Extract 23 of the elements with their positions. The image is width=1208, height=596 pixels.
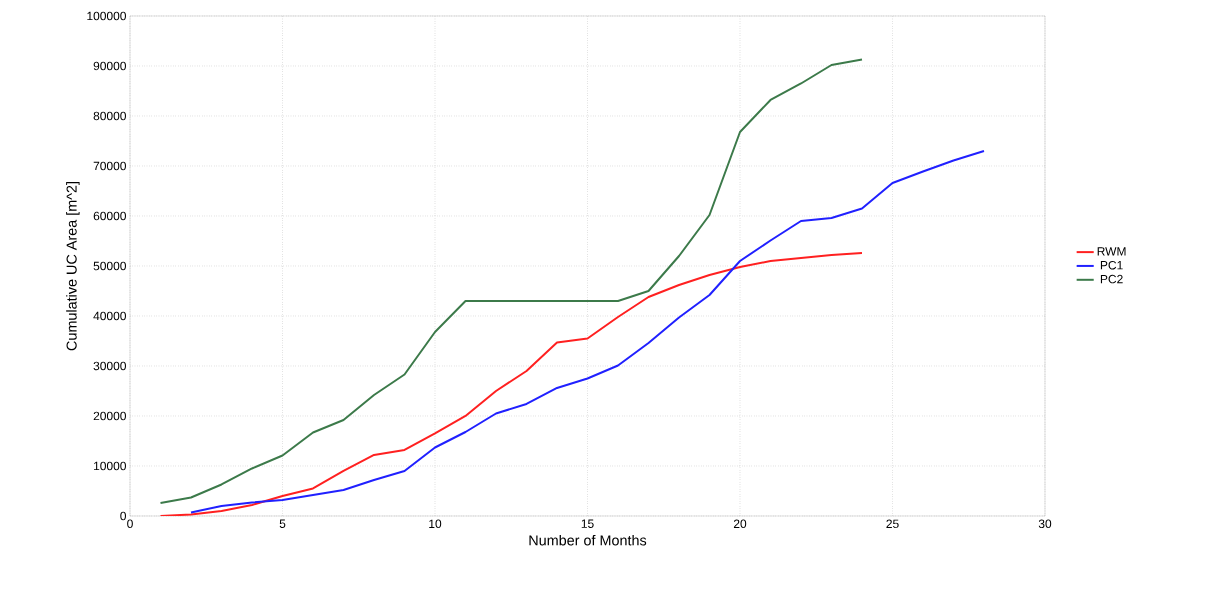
x-tick-label: 10 xyxy=(429,519,442,529)
y-tick-label: 20000 xyxy=(93,411,126,421)
y-tick-label: 90000 xyxy=(93,61,126,71)
y-axis-title: Cumulative UC Area [m^2] xyxy=(66,182,80,351)
legend-label: RWM xyxy=(1097,247,1126,256)
y-tick-label: 30000 xyxy=(93,361,126,371)
x-tick-label: 25 xyxy=(886,519,899,529)
y-tick-label: 10000 xyxy=(94,461,126,471)
y-tick-label: 60000 xyxy=(93,211,126,221)
x-tick-label: 0 xyxy=(127,519,133,529)
x-tick-label: 20 xyxy=(733,519,747,529)
legend-label: PC2 xyxy=(1100,274,1123,284)
y-tick-label: 100000 xyxy=(87,11,126,21)
x-tick-label: 30 xyxy=(1038,519,1052,529)
y-tick-label: 0 xyxy=(120,511,127,521)
y-tick-label: 40000 xyxy=(93,311,126,321)
y-tick-label: 80000 xyxy=(93,111,126,121)
legend-label: PC1 xyxy=(1100,260,1123,270)
y-tick-label: 50000 xyxy=(93,261,126,271)
x-axis-title: Number of Months xyxy=(529,534,647,546)
y-tick-label: 70000 xyxy=(93,161,126,171)
x-tick-label: 15 xyxy=(581,519,594,528)
x-tick-label: 5 xyxy=(279,519,286,528)
